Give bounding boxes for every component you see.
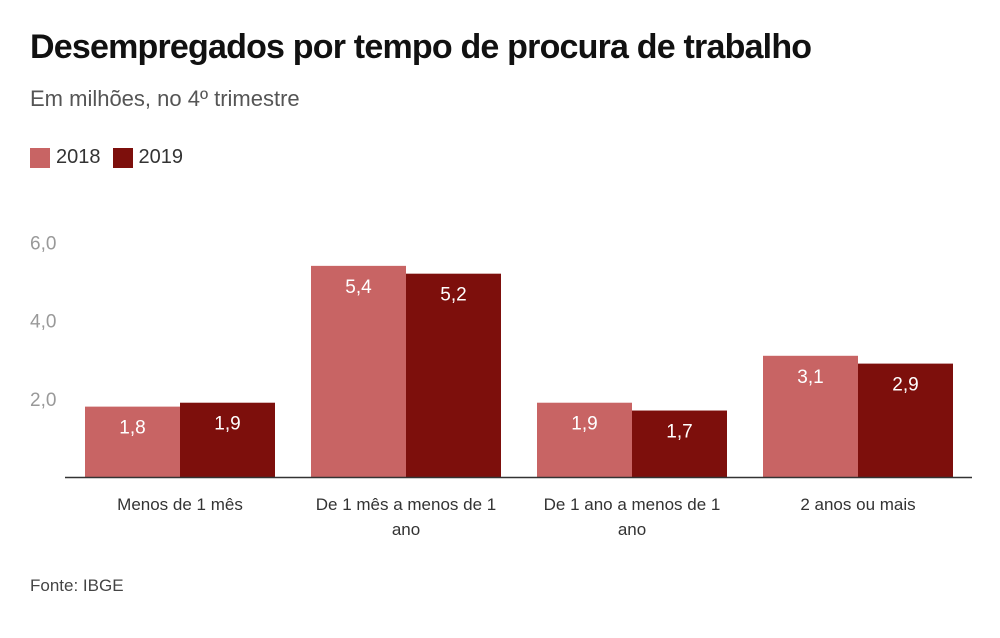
bar-2019-0 <box>180 402 275 477</box>
bar-label-2018-2: 1,9 <box>571 414 597 435</box>
bar-label-2019-0: 1,9 <box>214 414 240 435</box>
bar-2018-0 <box>85 406 180 477</box>
legend-label-2019: 2019 <box>138 146 184 168</box>
bar-label-2018-1: 5,4 <box>345 277 372 298</box>
y-tick-label-2: 6,0 <box>30 233 56 254</box>
y-tick-label-0: 2,0 <box>30 390 56 411</box>
category-label-2-line-0: De 1 ano a menos de 1 <box>544 495 721 514</box>
bar-2019-1 <box>406 273 501 477</box>
legend: 2018 2019 <box>30 146 195 169</box>
legend-item-2019: 2019 <box>112 146 184 169</box>
category-label-1-line-0: De 1 mês a menos de 1 <box>316 495 496 514</box>
category-label-3-line-0: 2 anos ou mais <box>800 495 915 514</box>
legend-item-2018: 2018 <box>30 146 101 169</box>
legend-swatch-2019 <box>112 147 133 168</box>
category-labels-group: Menos de 1 mês De 1 mês a menos de 1 ano De… <box>117 495 915 539</box>
source-note: Fonte: IBGE <box>30 576 124 595</box>
bar-label-2019-1: 5,2 <box>440 285 466 306</box>
y-axis-ticks: 2,0 4,0 6,0 <box>30 233 56 410</box>
legend-swatch-2018 <box>30 147 50 168</box>
bar-labels-group: 1,8 1,9 5,4 5,2 1,9 1,7 3,1 2,9 <box>119 277 918 443</box>
category-label-0-line-0: Menos de 1 mês <box>117 495 243 514</box>
chart-subtitle: Em milhões, no 4º trimestre <box>30 86 300 111</box>
bar-2018-1 <box>311 265 406 477</box>
y-tick-label-1: 4,0 <box>30 312 56 333</box>
bar-2018-2 <box>537 402 632 477</box>
bar-label-2018-3: 3,1 <box>797 367 823 388</box>
bar-label-2019-3: 2,9 <box>892 375 918 396</box>
category-label-2-line-1: ano <box>618 520 646 539</box>
chart-title: Desempregados por tempo de procura de tr… <box>30 28 812 66</box>
bar-label-2018-0: 1,8 <box>119 418 145 439</box>
category-label-1-line-1: ano <box>392 520 420 539</box>
bar-2019-2 <box>632 410 727 477</box>
legend-label-2018: 2018 <box>56 146 101 168</box>
bars-group <box>85 265 953 477</box>
bar-2018-3 <box>763 355 858 477</box>
bar-2019-3 <box>858 363 953 477</box>
bar-label-2019-2: 1,7 <box>666 422 692 443</box>
